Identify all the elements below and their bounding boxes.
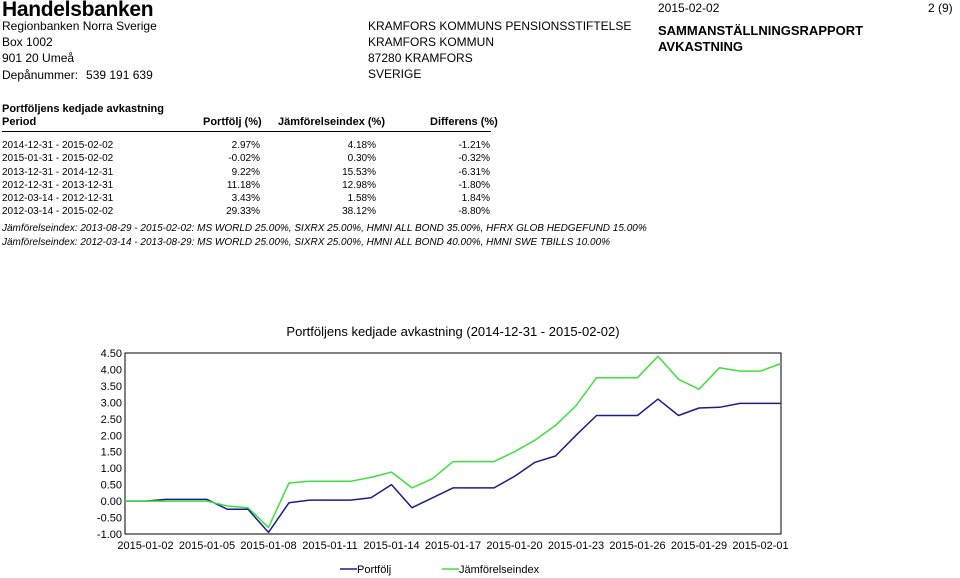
column-header-difference: Differens (%) xyxy=(430,116,498,128)
cell-portfolio: 2.97% xyxy=(231,140,260,151)
report-date: 2015-02-02 xyxy=(658,1,720,15)
x-tick-label: 2015-01-29 xyxy=(671,540,727,552)
report-title: SAMMANSTÄLLNINGSRAPPORT AVKASTNING xyxy=(658,23,863,55)
legend-label: Jämförelseindex xyxy=(459,564,540,576)
cell-benchmark: 1.58% xyxy=(347,193,376,205)
cell-benchmark: 15.53% xyxy=(342,166,376,178)
bank-logo-text: Handelsbanken xyxy=(2,0,154,21)
table-row: 2013-12-31 - 2014-12-31 9.22% 15.53% -6.… xyxy=(0,167,500,180)
benchmark-note: Jämförelseindex: 2013-08-29 - 2015-02-02… xyxy=(2,223,647,234)
series-line-benchmark xyxy=(125,355,782,529)
cell-period: 2013-12-31 - 2014-12-31 xyxy=(2,166,114,178)
cell-period: 2014-12-31 - 2015-02-02 xyxy=(2,140,114,151)
x-tick-label: 2015-01-20 xyxy=(486,540,542,552)
y-tick-label: 2.00 xyxy=(101,430,122,442)
sender-line: Box 1002 xyxy=(2,35,53,49)
recipient-line: KRAMFORS KOMMUN xyxy=(368,35,494,49)
cell-benchmark: 4.18% xyxy=(347,140,376,151)
cell-period: 2012-03-14 - 2015-02-02 xyxy=(2,206,114,218)
plot-area-frame xyxy=(124,352,782,535)
table-row: 2012-03-14 - 2015-02-02 29.33% 38.12% -8… xyxy=(0,206,500,219)
cell-portfolio: -0.02% xyxy=(228,153,260,165)
cell-benchmark: 0.30% xyxy=(347,153,376,165)
depot-info: Depånummer: 539 191 639 xyxy=(2,68,153,82)
y-tick-label: 3.50 xyxy=(101,381,122,393)
y-tick-label: 2.50 xyxy=(101,414,122,426)
sender-line: Regionbanken Norra Sverige xyxy=(2,19,157,33)
cell-difference: -6.31% xyxy=(458,166,490,178)
x-tick-label: 2015-02-01 xyxy=(732,540,788,552)
depot-number: 539 191 639 xyxy=(86,68,153,82)
cell-portfolio: 11.18% xyxy=(226,179,260,191)
cell-difference: -0.32% xyxy=(458,153,490,165)
column-header-portfolio: Portfölj (%) xyxy=(203,116,262,128)
x-tick-label: 2015-01-05 xyxy=(179,540,235,552)
y-tick-label: 0.00 xyxy=(101,496,122,508)
depot-label: Depånummer: xyxy=(2,68,79,82)
legend-label: Portfölj xyxy=(357,564,391,576)
sender-line: 901 20 Umeå xyxy=(2,51,75,65)
cell-period: 2012-03-14 - 2012-12-31 xyxy=(2,193,114,205)
x-tick-label: 2015-01-02 xyxy=(117,540,173,552)
x-tick-label: 2015-01-23 xyxy=(548,540,604,552)
cell-portfolio: 3.43% xyxy=(231,193,260,205)
returns-table: 2014-12-31 - 2015-02-02 2.97% 4.18% -1.2… xyxy=(0,140,500,220)
y-tick-label: -1.00 xyxy=(97,529,122,541)
cell-difference: -1.21% xyxy=(458,140,490,151)
report-title-line2: AVKASTNING xyxy=(658,39,743,54)
y-tick-label: 1.50 xyxy=(101,447,122,459)
cell-period: 2012-12-31 - 2013-12-31 xyxy=(2,179,114,191)
recipient-line: SVERIGE xyxy=(368,67,422,81)
table-row: 2012-03-14 - 2012-12-31 3.43% 1.58% 1.84… xyxy=(0,193,500,206)
chart-title: Portföljens kedjade avkastning (2014-12-… xyxy=(286,324,619,339)
page-number: 2 (9) xyxy=(928,1,953,15)
report-title-line1: SAMMANSTÄLLNINGSRAPPORT xyxy=(658,23,864,38)
table-title: Portföljens kedjade avkastning xyxy=(2,103,164,115)
recipient-address: KRAMFORS KOMMUNS PENSIONSSTIFTELSE KRAMF… xyxy=(368,18,631,82)
x-tick-label: 2015-01-14 xyxy=(363,540,419,552)
cell-benchmark: 12.98% xyxy=(342,179,376,191)
table-header-divider xyxy=(2,131,491,132)
x-tick-label: 2015-01-08 xyxy=(240,540,296,552)
y-tick-label: 1.00 xyxy=(101,463,122,475)
table-row: 2015-01-31 - 2015-02-02 -0.02% 0.30% -0.… xyxy=(0,153,500,166)
y-tick-label: -0.50 xyxy=(97,513,122,525)
cell-difference: -8.80% xyxy=(458,206,490,218)
cell-benchmark: 38.12% xyxy=(342,206,376,218)
cell-portfolio: 9.22% xyxy=(231,166,260,178)
table-row: 2014-12-31 - 2015-02-02 2.97% 4.18% -1.2… xyxy=(0,140,500,153)
cell-difference: -1.80% xyxy=(458,179,490,191)
table-row: 2012-12-31 - 2013-12-31 11.18% 12.98% -1… xyxy=(0,180,500,193)
y-tick-label: 3.00 xyxy=(101,397,122,409)
series-line-portfolio xyxy=(125,398,781,534)
y-tick-label: 4.50 xyxy=(101,348,122,360)
column-header-period: Period xyxy=(2,116,37,128)
column-header-benchmark: Jämförelseindex (%) xyxy=(278,116,385,128)
cell-portfolio: 29.33% xyxy=(226,206,260,218)
x-tick-label: 2015-01-11 xyxy=(302,540,357,552)
sender-address: Regionbanken Norra Sverige Box 1002 901 … xyxy=(2,18,157,66)
recipient-line: KRAMFORS KOMMUNS PENSIONSSTIFTELSE xyxy=(368,19,632,33)
x-tick-label: 2015-01-26 xyxy=(609,540,665,552)
recipient-line: 87280 KRAMFORS xyxy=(368,51,473,65)
return-line-chart: Portföljens kedjade avkastning (2014-12-… xyxy=(97,324,789,576)
y-tick-label: 0.50 xyxy=(101,480,122,492)
benchmark-note: Jämförelseindex: 2012-03-14 - 2013-08-29… xyxy=(2,237,611,248)
cell-period: 2015-01-31 - 2015-02-02 xyxy=(2,153,114,165)
y-tick-label: 4.00 xyxy=(101,364,122,376)
x-tick-label: 2015-01-17 xyxy=(425,540,481,552)
cell-difference: 1.84% xyxy=(461,193,490,205)
